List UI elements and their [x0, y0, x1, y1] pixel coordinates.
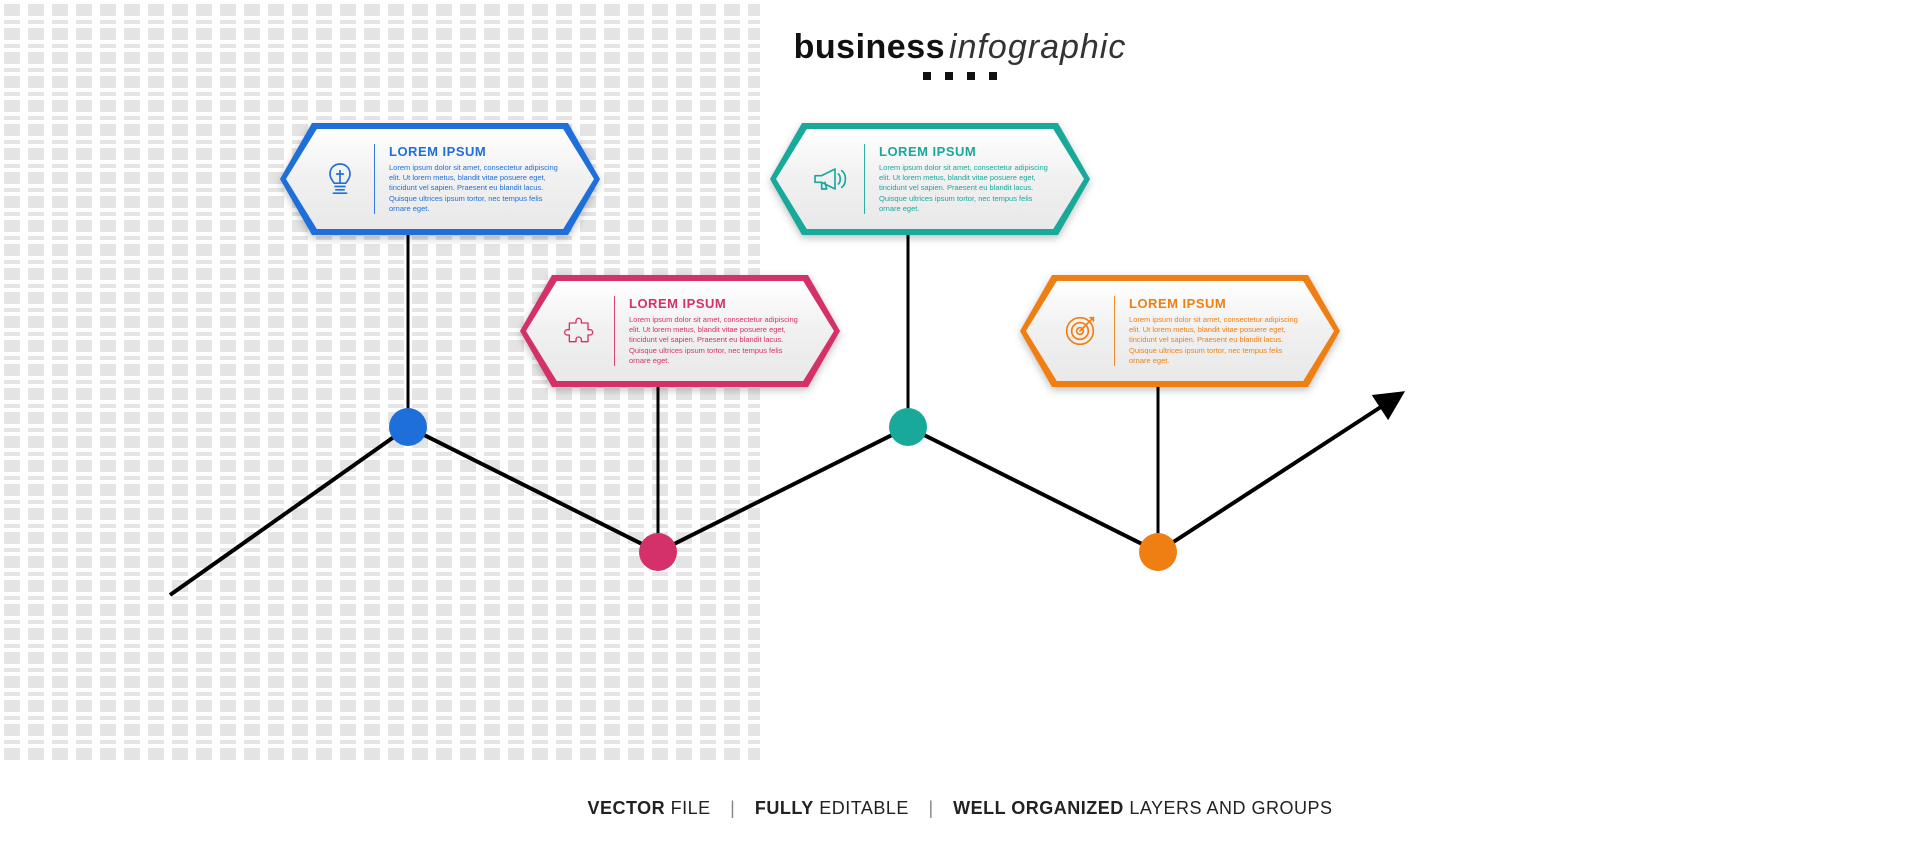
footer-3-strong: WELL ORGANIZED — [953, 798, 1124, 818]
dot — [923, 72, 931, 80]
card-heading: LOREM IPSUM — [879, 144, 1048, 159]
step-card-2: LOREM IPSUM Lorem ipsum dolor sit amet, … — [520, 275, 840, 387]
connector-stem-4 — [1157, 387, 1160, 538]
connector-stem-1 — [407, 235, 410, 413]
footer-caption: VECTOR FILE | FULLY EDITABLE | WELL ORGA… — [587, 798, 1332, 819]
card-body: Lorem ipsum dolor sit amet, consectetur … — [389, 163, 558, 214]
timeline-node-2 — [639, 533, 677, 571]
timeline-node-4 — [1139, 533, 1177, 571]
footer-1-rest: FILE — [665, 798, 711, 818]
target-icon — [1056, 311, 1104, 351]
step-card-1: LOREM IPSUM Lorem ipsum dolor sit amet, … — [280, 123, 600, 235]
title-italic: infographic — [949, 28, 1126, 66]
megaphone-icon — [806, 159, 854, 199]
connector-stem-2 — [657, 387, 660, 538]
card-heading: LOREM IPSUM — [1129, 296, 1298, 311]
dot — [967, 72, 975, 80]
step-card-4: LOREM IPSUM Lorem ipsum dolor sit amet, … — [1020, 275, 1340, 387]
infographic-stage: businessinfographic LOREM IPSUM Lorem — [0, 0, 1920, 845]
timeline-node-1 — [389, 408, 427, 446]
card-divider — [1114, 296, 1115, 366]
card-body: Lorem ipsum dolor sit amet, consectetur … — [629, 315, 798, 366]
card-divider — [864, 144, 865, 214]
dot — [989, 72, 997, 80]
card-heading: LOREM IPSUM — [629, 296, 798, 311]
dot — [945, 72, 953, 80]
connector-stem-3 — [907, 235, 910, 413]
card-body: Lorem ipsum dolor sit amet, consectetur … — [879, 163, 1048, 214]
timeline-node-3 — [889, 408, 927, 446]
footer-sep: | — [928, 798, 933, 818]
footer-3-rest: LAYERS AND GROUPS — [1124, 798, 1333, 818]
puzzle-icon — [556, 311, 604, 351]
footer-2-strong: FULLY — [755, 798, 814, 818]
footer-2-rest: EDITABLE — [814, 798, 909, 818]
footer-1-strong: VECTOR — [587, 798, 665, 818]
card-divider — [374, 144, 375, 214]
lightbulb-icon — [316, 159, 364, 199]
page-title: businessinfographic — [794, 28, 1127, 67]
title-bold: business — [794, 28, 945, 66]
card-heading: LOREM IPSUM — [389, 144, 558, 159]
footer-sep: | — [730, 798, 735, 818]
card-body: Lorem ipsum dolor sit amet, consectetur … — [1129, 315, 1298, 366]
step-card-3: LOREM IPSUM Lorem ipsum dolor sit amet, … — [770, 123, 1090, 235]
title-dots — [923, 72, 997, 80]
card-divider — [614, 296, 615, 366]
